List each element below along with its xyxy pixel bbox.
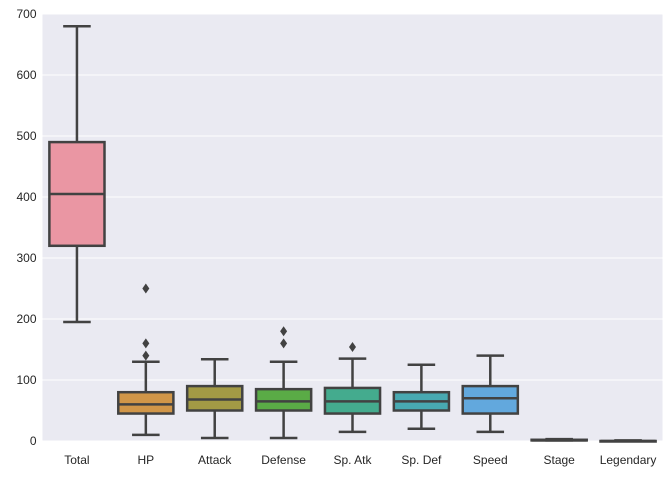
box-sp-atk [323, 342, 382, 434]
y-tick-label: 400 [16, 190, 36, 204]
x-axis: Total HP Attack Defense Sp. Atk Sp. Def Speed S… [64, 453, 656, 467]
outlier-point [349, 342, 356, 353]
box-attack [185, 358, 244, 440]
y-tick-label: 200 [16, 312, 36, 326]
x-tick-label: HP [137, 453, 154, 467]
x-tick-label: Sp. Atk [333, 453, 372, 467]
y-tick-label: 700 [16, 7, 36, 21]
x-tick-label: Total [64, 453, 89, 467]
y-tick-label: 0 [30, 434, 37, 448]
outlier-point [280, 338, 288, 349]
box-total [48, 24, 106, 324]
boxes [48, 24, 657, 443]
outlier-point [142, 283, 150, 294]
y-tick-label: 300 [16, 251, 36, 265]
y-tick-label: 600 [16, 68, 36, 82]
outlier-point [280, 326, 288, 337]
x-tick-label: Defense [261, 453, 306, 467]
x-tick-label: Legendary [600, 453, 657, 467]
box-iqr [117, 390, 175, 415]
x-tick-label: Attack [198, 453, 232, 467]
x-tick-label: Speed [473, 453, 508, 467]
box-hp [117, 283, 175, 437]
x-tick-label: Stage [543, 453, 575, 467]
box-speed [461, 354, 520, 434]
box-sp-def [392, 363, 451, 431]
box-stage [530, 437, 588, 442]
box-legendary [599, 439, 657, 443]
outlier-point [142, 350, 150, 361]
y-tick-label: 100 [16, 373, 36, 387]
box-iqr [461, 384, 520, 415]
y-axis: 0 100 200 300 400 500 600 700 [16, 7, 36, 448]
outlier-point [142, 338, 150, 349]
y-tick-label: 500 [16, 129, 36, 143]
box-defense [254, 326, 313, 440]
x-tick-label: Sp. Def [401, 453, 442, 467]
box-iqr [254, 387, 313, 412]
